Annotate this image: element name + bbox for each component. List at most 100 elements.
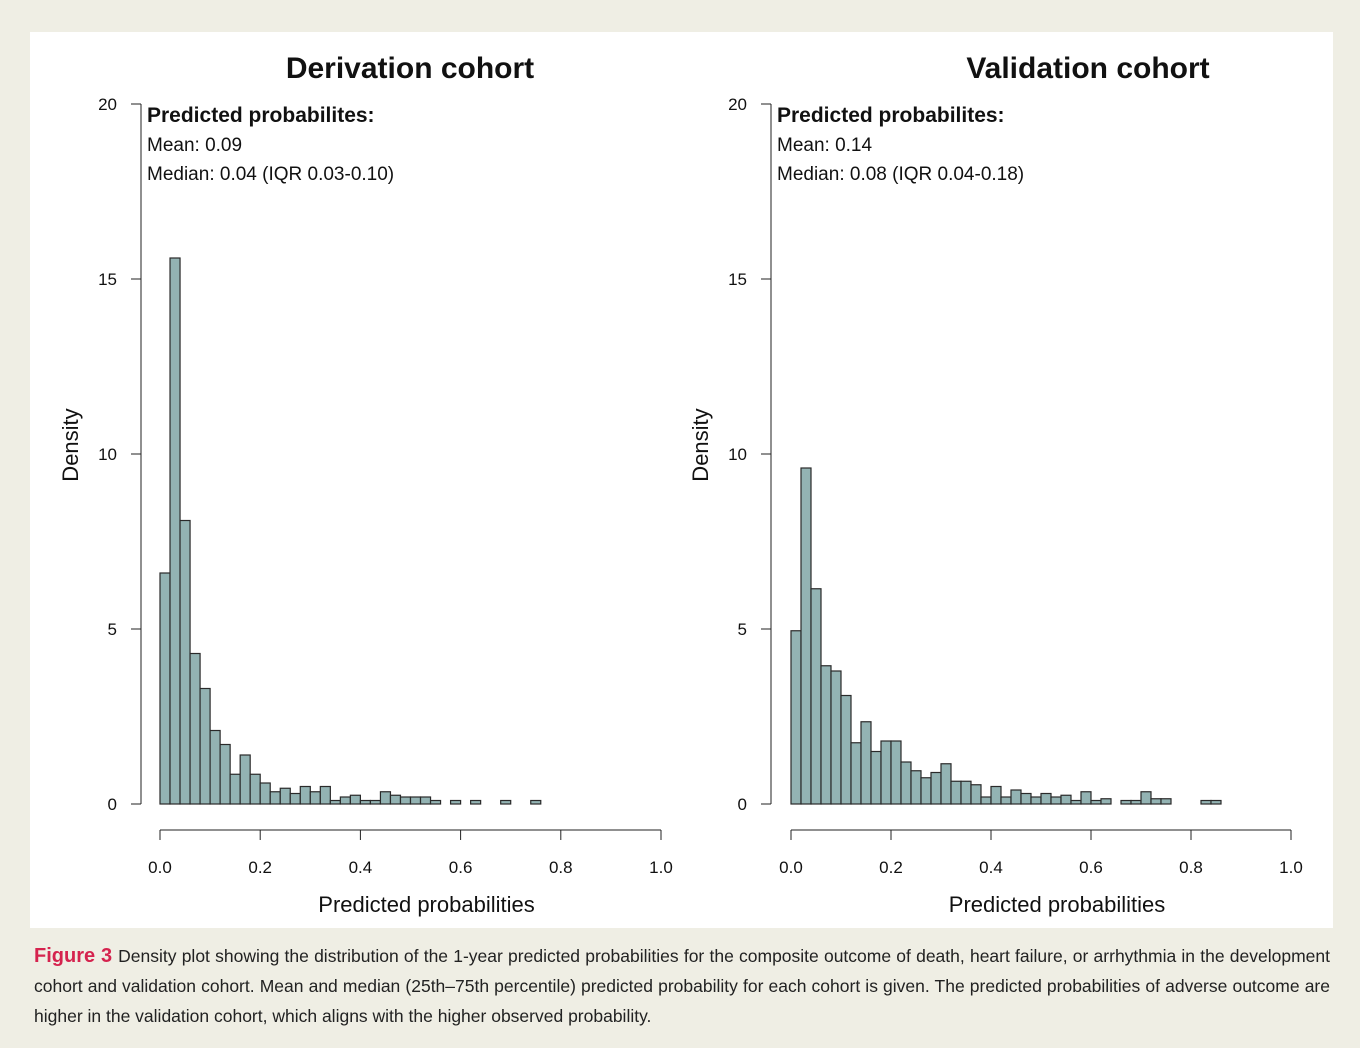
x-tick-label: 1.0	[649, 858, 673, 877]
bar	[930, 771, 942, 805]
chart-title: Derivation cohort	[286, 52, 534, 85]
bar	[1000, 796, 1012, 805]
annotation: Mean: 0.09	[147, 135, 242, 156]
bar	[820, 665, 832, 805]
bar	[1200, 799, 1212, 805]
x-tick-label: 0.2	[879, 858, 903, 877]
y-axis-label: Density	[58, 408, 83, 481]
annotation: Predicted probabilites:	[147, 104, 375, 127]
y-tick-label: 20	[728, 95, 747, 114]
x-tick-label: 0.4	[979, 858, 1003, 877]
bar	[850, 742, 862, 805]
bar	[900, 761, 912, 805]
bar	[269, 791, 281, 805]
x-tick-label: 0.6	[449, 858, 473, 877]
annotation: Median: 0.04 (IQR 0.03-0.10)	[147, 164, 394, 185]
y-axis-label: Density	[688, 408, 713, 481]
bar	[179, 519, 191, 805]
bar	[1080, 791, 1092, 805]
y-tick-label: 15	[728, 270, 747, 289]
x-tick-label: 0.4	[349, 858, 373, 877]
bar	[399, 796, 412, 805]
x-tick-label: 1.0	[1279, 858, 1303, 877]
y-tick-label: 10	[98, 445, 117, 464]
bar	[980, 796, 992, 805]
bar	[1030, 796, 1042, 805]
caption-text: Density plot showing the distribution of…	[34, 946, 1330, 1026]
bar	[530, 799, 542, 805]
y-tick-label: 5	[108, 620, 117, 639]
bar	[159, 572, 171, 805]
bar	[860, 721, 872, 805]
bar	[449, 799, 462, 805]
bar	[339, 796, 351, 805]
annotation: Median: 0.08 (IQR 0.04-0.18)	[777, 164, 1024, 185]
bar	[389, 794, 402, 805]
bar	[199, 687, 211, 805]
bar	[1150, 798, 1162, 805]
bar	[920, 777, 932, 805]
bar	[219, 743, 231, 805]
bar	[409, 796, 422, 805]
x-tick-label: 0.0	[779, 858, 803, 877]
bar	[830, 670, 842, 805]
x-axis-label: Predicted probabilities	[318, 892, 534, 917]
y-tick-label: 20	[98, 95, 117, 114]
bar	[800, 467, 812, 805]
bar	[189, 652, 201, 805]
bar	[309, 791, 321, 805]
bar	[1140, 791, 1152, 805]
bar	[950, 780, 962, 805]
x-tick-label: 0.8	[1179, 858, 1203, 877]
bar	[880, 740, 892, 805]
bar	[500, 799, 512, 805]
bar	[379, 791, 392, 805]
bar	[359, 799, 372, 805]
bar	[1070, 799, 1082, 805]
bar	[1130, 799, 1142, 805]
bar	[279, 787, 291, 805]
bar	[289, 792, 301, 805]
bar	[1020, 792, 1032, 805]
bar	[890, 740, 902, 805]
bar	[239, 754, 251, 805]
bar	[1160, 798, 1172, 805]
x-tick-label: 0.8	[549, 858, 573, 877]
bar	[349, 794, 362, 805]
bar	[940, 763, 952, 805]
bar	[1050, 796, 1062, 805]
y-tick-label: 5	[738, 620, 747, 639]
bar	[910, 770, 922, 805]
bar	[1040, 792, 1052, 805]
y-tick-label: 0	[108, 795, 117, 814]
bar	[429, 799, 442, 805]
bar	[299, 785, 311, 805]
bar	[1060, 794, 1072, 805]
annotation: Mean: 0.14	[777, 135, 872, 156]
bar	[229, 773, 241, 805]
bar	[990, 785, 1002, 805]
bar	[840, 694, 852, 805]
chart-title: Validation cohort	[966, 52, 1209, 85]
x-tick-label: 0.6	[1079, 858, 1103, 877]
annotation: Predicted probabilites:	[777, 104, 1005, 127]
bar	[790, 630, 802, 805]
y-tick-label: 15	[98, 270, 117, 289]
bar	[169, 257, 181, 805]
caption: Figure 3 Density plot showing the distrib…	[34, 941, 1330, 1031]
bar	[259, 782, 271, 805]
bar	[419, 796, 432, 805]
bar	[470, 799, 482, 805]
bar	[1120, 799, 1132, 805]
bar	[810, 588, 822, 805]
bar	[1210, 799, 1222, 805]
figure-label: Figure 3	[34, 945, 113, 967]
y-tick-label: 10	[728, 445, 747, 464]
bar	[870, 750, 882, 805]
bar	[329, 799, 341, 805]
x-tick-label: 0.0	[148, 858, 172, 877]
chart: Derivation cohort Predicted probabilities…	[30, 32, 1333, 928]
bar	[319, 785, 331, 805]
y-tick-label: 0	[738, 795, 747, 814]
x-tick-label: 0.2	[248, 858, 272, 877]
